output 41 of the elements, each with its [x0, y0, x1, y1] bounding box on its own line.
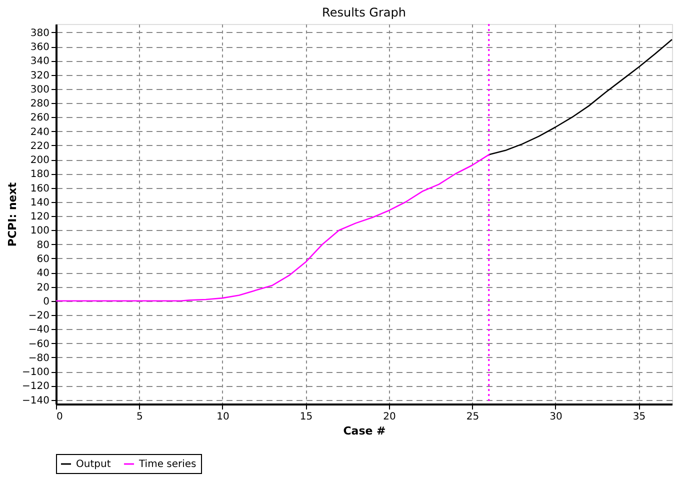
y-tick-label: −40: [28, 324, 50, 336]
x-tick-label: 30: [550, 412, 562, 422]
x-tick-label: 10: [216, 412, 230, 422]
y-tick-label: 320: [30, 70, 50, 82]
legend-label: Output: [76, 459, 111, 470]
y-tick-label: −140: [22, 395, 50, 406]
x-tick-label: 5: [136, 412, 143, 422]
y-tick-label: −60: [28, 338, 50, 350]
y-tick-label: 80: [36, 240, 50, 251]
legend-label: Time series: [138, 459, 196, 470]
y-tick-label: 60: [36, 254, 50, 265]
y-tick-label: −80: [28, 352, 50, 364]
y-tick-label: 300: [30, 84, 50, 96]
y-tick-label: 280: [30, 98, 50, 110]
x-tick-label: 0: [56, 412, 63, 422]
line-series: [488, 38, 673, 156]
y-tick-label: 180: [30, 169, 50, 180]
y-tick-label: 20: [36, 282, 50, 294]
y-tick-label: 160: [30, 183, 50, 194]
y-tick-label: 0: [43, 296, 50, 308]
x-tick-label: 20: [383, 412, 396, 422]
x-axis-title: Case #: [343, 424, 386, 438]
y-tick-label: −120: [22, 381, 50, 392]
y-tick-label: 40: [36, 268, 50, 280]
y-tick-label: 220: [30, 140, 50, 152]
y-tick-label: 140: [30, 197, 50, 208]
x-tick-label: 35: [632, 412, 646, 422]
y-tick-label: 360: [30, 42, 50, 54]
y-tick-label: 260: [30, 112, 50, 124]
y-tick-label: −100: [22, 367, 50, 378]
x-tick-label: 15: [300, 412, 313, 422]
y-tick-label: −20: [28, 310, 50, 322]
y-tick-label: 380: [30, 28, 50, 39]
y-tick-label: 100: [30, 226, 50, 237]
y-tick-label: 120: [30, 212, 50, 223]
y-tick-label: 240: [30, 126, 50, 138]
y-axis-title: PCPI: next: [6, 182, 20, 247]
chart-title: Results Graph: [322, 5, 406, 20]
y-tick-label: 200: [30, 155, 50, 166]
x-tick-label: 25: [466, 412, 480, 422]
y-tick-label: 340: [30, 56, 50, 68]
